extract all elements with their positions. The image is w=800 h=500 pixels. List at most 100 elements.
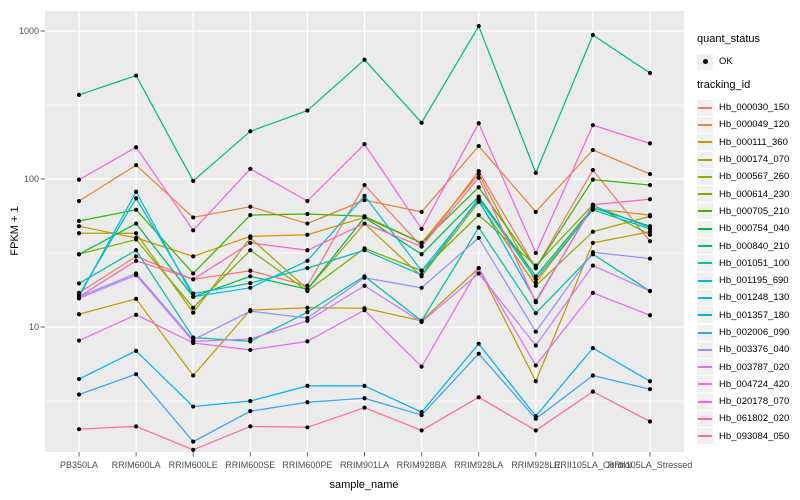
- y-tick-label: 100: [23, 174, 39, 184]
- data-point: [590, 250, 596, 255]
- legend-item-label: Hb_000754_040: [719, 223, 790, 235]
- legend-item-Hb_020178_070: Hb_020178_070: [697, 393, 799, 410]
- legend-item-label: Hb_061802_020: [719, 413, 790, 425]
- data-point: [590, 290, 596, 295]
- legend-key: [697, 220, 713, 237]
- data-point: [305, 310, 310, 315]
- series-line-key-icon: [698, 331, 712, 334]
- data-point: [76, 338, 82, 343]
- y-tick-label: 1000: [18, 26, 39, 36]
- legend-key: [697, 272, 713, 289]
- x-tick-label: RRII105LA_Control: [553, 460, 632, 470]
- series-line-key-icon: [698, 210, 712, 213]
- legend-item-label: Hb_001248_130: [719, 292, 790, 304]
- data-point: [191, 228, 196, 233]
- series-line-key-icon: [698, 227, 712, 230]
- data-point: [419, 428, 424, 433]
- data-point: [305, 425, 310, 430]
- legend-item-Hb_001051_100: Hb_001051_100: [697, 255, 799, 272]
- data-point: [76, 177, 82, 182]
- data-point: [647, 288, 653, 294]
- data-point: [134, 248, 139, 253]
- data-point: [134, 207, 139, 212]
- legend-key: [697, 99, 713, 116]
- data-point: [533, 274, 538, 279]
- data-point: [305, 211, 310, 217]
- data-point: [362, 248, 367, 253]
- legend-item-Hb_000840_210: Hb_000840_210: [697, 237, 799, 255]
- data-point: [191, 404, 196, 409]
- legend-item-Hb_093084_050: Hb_093084_050: [697, 428, 799, 445]
- data-point: [362, 283, 367, 288]
- data-point: [248, 424, 253, 429]
- legend-key: [697, 151, 713, 168]
- x-tick-label: RRIM901LA: [339, 460, 390, 470]
- data-point: [134, 372, 139, 377]
- legend-key: [697, 307, 713, 324]
- data-point: [76, 252, 82, 257]
- data-point: [248, 409, 253, 414]
- data-point: [476, 23, 481, 29]
- data-point: [134, 163, 139, 168]
- legend-item-label: Hb_000174_070: [719, 154, 790, 166]
- data-point: [419, 319, 424, 325]
- data-point: [362, 182, 367, 188]
- data-point: [419, 412, 424, 418]
- data-point: [362, 221, 367, 226]
- legend-item-label: Hb_001195_690: [719, 275, 789, 287]
- legend-item-label: Hb_002006_090: [719, 327, 790, 338]
- legend-item-label: Hb_093084_050: [719, 430, 790, 442]
- series-line-key-icon: [698, 175, 712, 178]
- data-point: [533, 300, 538, 305]
- data-point: [191, 439, 196, 444]
- data-point: [362, 142, 367, 147]
- data-point: [647, 232, 653, 237]
- data-point: [647, 171, 653, 177]
- data-point: [134, 73, 139, 78]
- data-point: [533, 266, 538, 271]
- y-axis-title: FPKM + 1: [9, 206, 21, 256]
- data-point: [248, 268, 253, 273]
- data-point: [533, 170, 538, 175]
- data-point: [134, 348, 139, 353]
- legend-item-label: Hb_020178_070: [719, 396, 790, 408]
- x-tick-label: RRIM600LA: [111, 460, 161, 470]
- data-point: [248, 398, 253, 404]
- data-point: [533, 428, 538, 433]
- data-point: [134, 221, 139, 226]
- legend-item-Hb_000174_070: Hb_000174_070: [697, 151, 799, 168]
- data-point: [76, 218, 82, 224]
- x-tick-label: RRIM928BA: [396, 460, 447, 470]
- data-point: [590, 167, 596, 173]
- data-point: [590, 207, 596, 212]
- data-point: [191, 305, 196, 310]
- x-tick-label: PB350LA: [59, 460, 99, 470]
- data-point: [134, 189, 139, 194]
- data-point: [305, 400, 310, 405]
- series-line-key-icon: [698, 141, 712, 144]
- legend-key: [697, 341, 713, 358]
- legend-item-Hb_000705_210: Hb_000705_210: [697, 203, 799, 220]
- data-point: [647, 387, 653, 392]
- data-point: [590, 147, 596, 153]
- legend-item-label: Hb_004724_420: [719, 378, 790, 390]
- data-point: [419, 209, 424, 214]
- data-point: [134, 237, 139, 242]
- data-point: [248, 240, 253, 246]
- legend-item-Hb_000030_150: Hb_000030_150: [697, 99, 799, 116]
- data-point: [590, 346, 596, 351]
- data-point: [305, 266, 310, 271]
- data-point: [305, 108, 310, 113]
- data-point: [533, 283, 538, 288]
- data-point: [305, 248, 310, 253]
- legend-item-label: Hb_000567_260: [719, 171, 790, 183]
- data-point: [134, 145, 139, 150]
- data-point: [476, 175, 481, 180]
- data-point: [362, 383, 367, 388]
- data-point: [476, 143, 481, 149]
- data-point: [419, 268, 424, 273]
- data-point: [134, 258, 139, 263]
- series-line-key-icon: [698, 296, 712, 299]
- data-point: [305, 232, 310, 237]
